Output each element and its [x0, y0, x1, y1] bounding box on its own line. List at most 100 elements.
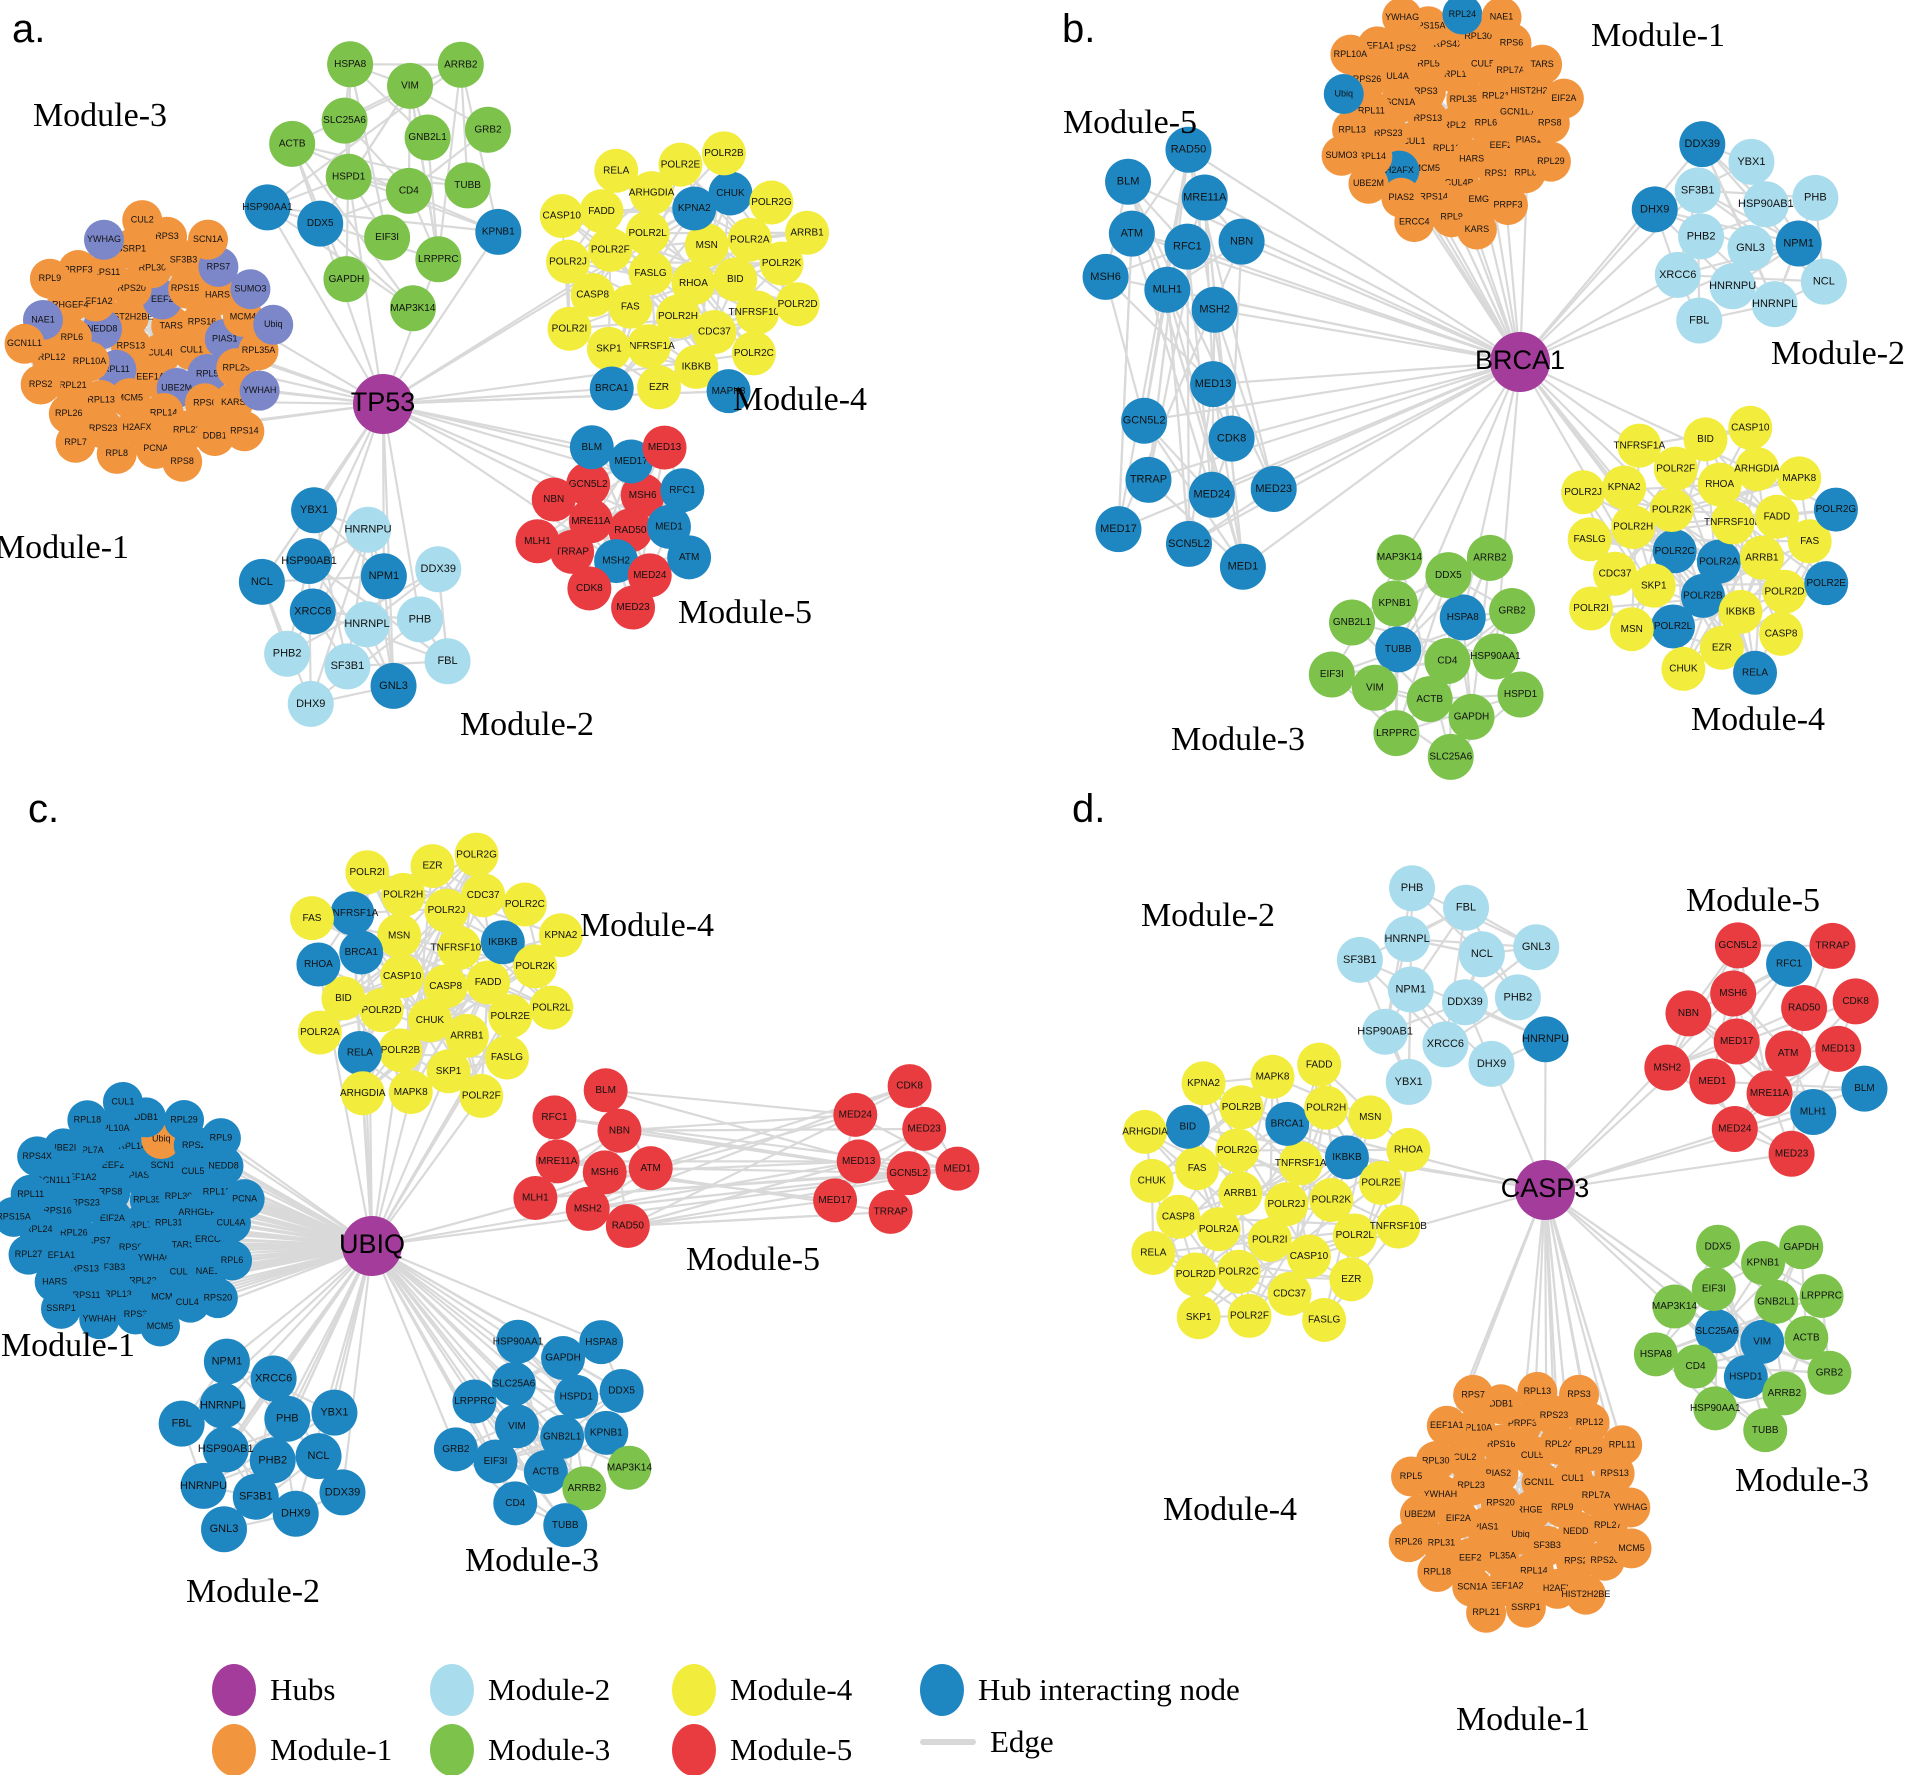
node-POLR2D[interactable]: POLR2D	[1762, 569, 1807, 614]
node-MED1[interactable]: MED1	[1689, 1058, 1736, 1105]
node-ACTB[interactable]: ACTB	[269, 120, 316, 167]
node-SF3B1[interactable]: SF3B1	[1674, 167, 1721, 214]
node-SF3B1[interactable]: SF3B1	[232, 1473, 279, 1520]
node-RPL29[interactable]: RPL29	[164, 1100, 205, 1141]
node-BID[interactable]: BID	[713, 257, 758, 302]
node-ATM[interactable]: ATM	[1108, 210, 1155, 257]
node-FASLG[interactable]: FASLG	[484, 1035, 529, 1080]
node-RAD50[interactable]: RAD50	[1781, 985, 1828, 1032]
node-MED17[interactable]: MED17	[609, 439, 654, 484]
node-NCL[interactable]: NCL	[295, 1433, 342, 1480]
node-NCL[interactable]: NCL	[1800, 258, 1847, 305]
node-ARRB2[interactable]: ARRB2	[1466, 534, 1513, 581]
node-NPM1[interactable]: NPM1	[1387, 966, 1434, 1013]
node-YBX1[interactable]: YBX1	[1728, 138, 1775, 185]
node-TUBB[interactable]: TUBB	[1375, 626, 1422, 673]
node-POLR2G[interactable]: POLR2G	[749, 180, 794, 225]
node-RFC1[interactable]: RFC1	[660, 468, 705, 513]
node-EIF3I[interactable]: EIF3I	[473, 1439, 518, 1484]
node-POLR2C[interactable]: POLR2C	[731, 331, 776, 376]
node-XRCC6[interactable]: XRCC6	[250, 1355, 297, 1402]
node-TRRAP[interactable]: TRRAP	[868, 1189, 913, 1234]
node-ARHGDIA[interactable]: ARHGDIA	[340, 1071, 386, 1116]
node-GAPDH[interactable]: GAPDH	[1779, 1225, 1824, 1270]
node-POLR2G[interactable]: POLR2G	[454, 832, 499, 877]
node-KPNA2[interactable]: KPNA2	[1181, 1061, 1226, 1106]
node-HNRNPL[interactable]: HNRNPL	[343, 601, 390, 648]
node-VIM[interactable]: VIM	[494, 1404, 539, 1449]
node-CHUK[interactable]: CHUK	[1129, 1158, 1174, 1203]
node-POLR2B[interactable]: POLR2B	[1680, 573, 1725, 618]
node-HNRNPL[interactable]: HNRNPL	[1751, 281, 1798, 328]
node-DHX9[interactable]: DHX9	[1468, 1040, 1515, 1087]
node-RPS8[interactable]: RPS8	[162, 441, 203, 482]
node-SKP1[interactable]: SKP1	[1176, 1295, 1221, 1340]
node-RPL9[interactable]: RPL9	[29, 258, 70, 299]
node-YWHAH[interactable]: YWHAH	[239, 370, 280, 411]
node-PCNA[interactable]: PCNA	[224, 1179, 265, 1220]
node-GAPDH[interactable]: GAPDH	[323, 256, 370, 303]
node-POLR2G[interactable]: POLR2G	[1215, 1128, 1260, 1173]
node-MED17[interactable]: MED17	[813, 1178, 858, 1223]
node-MSH6[interactable]: MSH6	[1710, 970, 1757, 1017]
node-GCN5L2[interactable]: GCN5L2	[886, 1151, 931, 1196]
node-ACTB[interactable]: ACTB	[1784, 1315, 1829, 1360]
node-ARHGDIA[interactable]: ARHGDIA	[629, 171, 675, 216]
node-ATM[interactable]: ATM	[628, 1146, 673, 1191]
node-RHOA[interactable]: RHOA	[671, 261, 716, 306]
node-BRCA1[interactable]: BRCA1	[1265, 1101, 1310, 1146]
node-POLR2A[interactable]: POLR2A	[1696, 539, 1741, 584]
node-RAD50[interactable]: RAD50	[1165, 126, 1212, 173]
node-CASP8[interactable]: CASP8	[570, 273, 615, 318]
node-MSN[interactable]: MSN	[1348, 1095, 1393, 1140]
node-Ubiq[interactable]: Ubiq	[1323, 74, 1364, 115]
node-MED24[interactable]: MED24	[1188, 471, 1235, 518]
node-RAD50[interactable]: RAD50	[605, 1203, 650, 1248]
node-MED17[interactable]: MED17	[1713, 1018, 1760, 1065]
node-TRRAP[interactable]: TRRAP	[1125, 456, 1172, 503]
node-DDX5[interactable]: DDX5	[1425, 552, 1472, 599]
node-SKP1[interactable]: SKP1	[1631, 563, 1676, 608]
node-YBX1[interactable]: YBX1	[311, 1389, 358, 1436]
node-ARHGDIA[interactable]: ARHGDIA	[1734, 447, 1780, 492]
node-POLR2L[interactable]: POLR2L	[625, 211, 670, 256]
node-HSPA8[interactable]: HSPA8	[1633, 1332, 1678, 1377]
node-MED1[interactable]: MED1	[1219, 543, 1266, 590]
node-HNRNPU[interactable]: HNRNPU	[1709, 263, 1756, 310]
node-POLR2G[interactable]: POLR2G	[1813, 487, 1858, 532]
node-BLM[interactable]: BLM	[569, 425, 614, 470]
node-MED24[interactable]: MED24	[1711, 1105, 1758, 1152]
node-CDC37[interactable]: CDC37	[461, 873, 506, 918]
node-CD4[interactable]: CD4	[1424, 637, 1471, 684]
node-GNL3[interactable]: GNL3	[1727, 225, 1774, 272]
node-MAPK8[interactable]: MAPK8	[1777, 456, 1822, 501]
node-KPNA2[interactable]: KPNA2	[1602, 465, 1647, 510]
node-MLH1[interactable]: MLH1	[515, 519, 560, 564]
node-POLR2H[interactable]: POLR2H	[381, 872, 426, 917]
node-MAPK8[interactable]: MAPK8	[1250, 1054, 1295, 1099]
node-HIST2H2BE[interactable]: HIST2H2BE	[1561, 1574, 1610, 1615]
node-CDK8[interactable]: CDK8	[1208, 415, 1255, 462]
node-DHX9[interactable]: DHX9	[1631, 186, 1678, 233]
node-VIM[interactable]: VIM	[387, 62, 434, 109]
node-TNFRSF1A[interactable]: TNFRSF1A	[1275, 1141, 1327, 1186]
node-DDX39[interactable]: DDX39	[1679, 121, 1726, 168]
node-EZR[interactable]: EZR	[1329, 1257, 1374, 1302]
node-FASLG[interactable]: FASLG	[628, 251, 673, 296]
node-MSH2[interactable]: MSH2	[594, 539, 639, 584]
node-POLR2I[interactable]: POLR2I	[1569, 586, 1614, 631]
node-MRE11A[interactable]: MRE11A	[1181, 174, 1228, 221]
node-POLR2B[interactable]: POLR2B	[378, 1028, 423, 1073]
node-VIM[interactable]: VIM	[1351, 664, 1398, 711]
node-RFC1[interactable]: RFC1	[1164, 223, 1211, 270]
node-RHOA[interactable]: RHOA	[1697, 462, 1742, 507]
node-FBL[interactable]: FBL	[158, 1400, 205, 1447]
node-CHUK[interactable]: CHUK	[407, 998, 452, 1043]
node-HSP90AB1[interactable]: HSP90AB1	[281, 537, 337, 584]
node-MSH2[interactable]: MSH2	[565, 1186, 610, 1231]
node-RFC1[interactable]: RFC1	[1766, 940, 1813, 987]
node-FBL[interactable]: FBL	[1676, 297, 1723, 344]
node-FADD[interactable]: FADD	[1297, 1042, 1342, 1087]
node-ATM[interactable]: ATM	[667, 535, 712, 580]
node-TRRAP[interactable]: TRRAP	[550, 529, 595, 574]
